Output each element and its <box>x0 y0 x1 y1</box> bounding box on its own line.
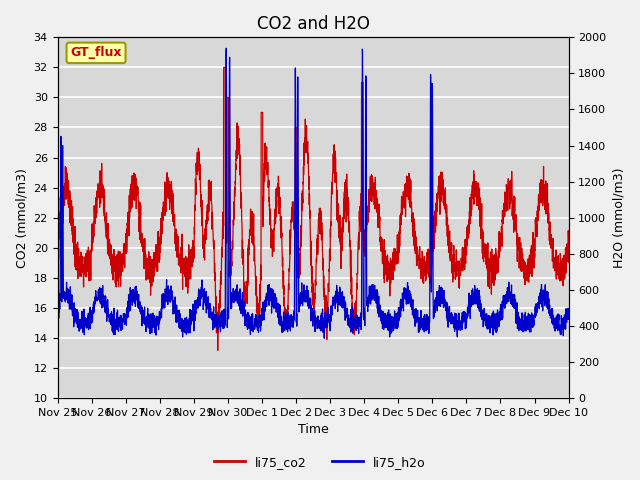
X-axis label: Time: Time <box>298 423 328 436</box>
Text: GT_flux: GT_flux <box>70 47 122 60</box>
Legend: li75_co2, li75_h2o: li75_co2, li75_h2o <box>209 451 431 474</box>
Y-axis label: H2O (mmol/m3): H2O (mmol/m3) <box>612 168 625 268</box>
Y-axis label: CO2 (mmol/m3): CO2 (mmol/m3) <box>15 168 28 267</box>
Title: CO2 and H2O: CO2 and H2O <box>257 15 369 33</box>
